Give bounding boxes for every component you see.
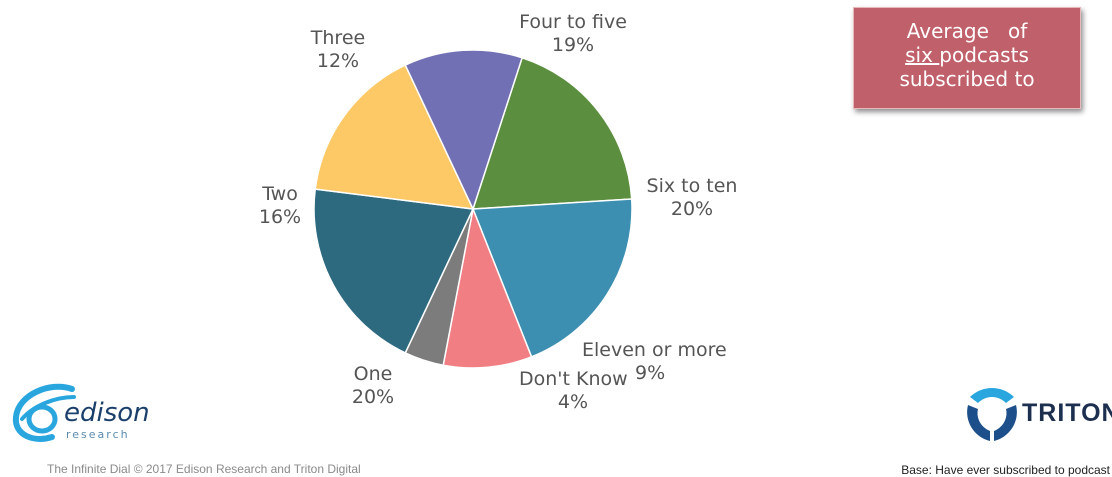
slice-label-percent: 4% [557,391,589,413]
slice-label-name: Three [310,27,366,49]
pie-slice-three [404,49,524,212]
slice-label-two: Two 16% [246,183,314,229]
triton-digital-logo [967,388,1017,441]
pie-slice-six-to-ten [471,198,633,358]
slice-label-percent: 20% [351,386,395,408]
callout-line-2-rest: podcasts [939,43,1029,67]
slice-label-dont-know: Don't Know 4% [519,368,628,414]
callout-line-2: six podcasts [854,43,1080,67]
slice-label-percent: 16% [258,206,302,228]
slice-label-eleven-or-more: Eleven or more 9% [582,339,727,385]
footer-copyright: The Infinite Dial © 2017 Edison Research… [47,462,361,476]
footer-base-note: Base: Have ever subscribed to podcast [901,463,1110,477]
pie-slice-eleven-or-more [442,206,533,369]
slice-label-percent: 20% [670,198,714,220]
slice-label-name: Six to ten [646,175,738,197]
callout-line-3: subscribed to [899,67,1035,91]
pie-slices [313,49,633,369]
slice-label-percent: 12% [316,50,360,72]
slice-label-percent: 19% [551,34,595,56]
pie-slice-one [313,188,475,354]
callout-underlined-word: six [905,43,940,67]
triton-wordmark: TRITON [1022,399,1112,427]
pie-slice-two [314,64,475,210]
slice-label-name: One [353,363,393,385]
average-callout-box: Average of six podcasts subscribed to [853,7,1081,109]
edison-wordmark: edison [64,398,150,428]
slice-label-name: Four to five [519,11,627,33]
pie-slice-four-to-five [471,56,633,210]
edison-subtitle: research [66,428,130,441]
callout-line-1: Average of [906,19,1028,43]
slice-label-one: One 20% [335,363,411,409]
slice-label-name: Don't Know [519,368,628,390]
slice-label-four-to-five: Four to five 19% [510,11,636,57]
edison-research-logo [12,383,76,442]
slice-label-three: Three 12% [303,27,373,73]
slice-label-percent: 9% [635,362,666,384]
slice-label-six-to-ten: Six to ten 20% [635,175,749,221]
slice-label-name: Eleven or more [582,339,727,361]
slice-label-name: Two [262,183,298,205]
